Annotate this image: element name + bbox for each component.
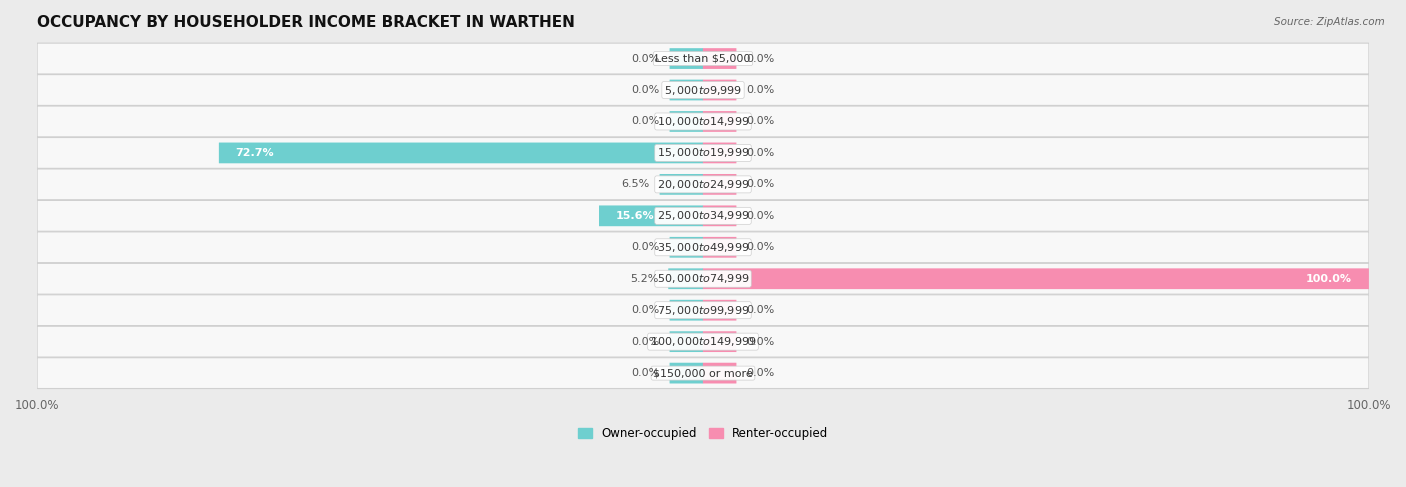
Text: 0.0%: 0.0% [631, 54, 659, 64]
FancyBboxPatch shape [37, 357, 1369, 389]
FancyBboxPatch shape [37, 137, 1369, 169]
FancyBboxPatch shape [669, 48, 703, 69]
FancyBboxPatch shape [37, 43, 1369, 74]
FancyBboxPatch shape [37, 232, 1369, 262]
Text: 0.0%: 0.0% [747, 116, 775, 127]
FancyBboxPatch shape [37, 326, 1369, 357]
FancyBboxPatch shape [599, 206, 703, 226]
Text: Source: ZipAtlas.com: Source: ZipAtlas.com [1274, 17, 1385, 27]
Text: 0.0%: 0.0% [747, 85, 775, 95]
Text: 6.5%: 6.5% [621, 179, 650, 189]
FancyBboxPatch shape [669, 237, 703, 258]
FancyBboxPatch shape [703, 143, 737, 163]
Text: 100.0%: 100.0% [1306, 274, 1353, 284]
FancyBboxPatch shape [703, 111, 737, 132]
FancyBboxPatch shape [37, 106, 1369, 137]
Text: 0.0%: 0.0% [631, 85, 659, 95]
Text: $20,000 to $24,999: $20,000 to $24,999 [657, 178, 749, 191]
Text: 0.0%: 0.0% [631, 305, 659, 315]
Text: 0.0%: 0.0% [747, 243, 775, 252]
Text: 0.0%: 0.0% [631, 116, 659, 127]
Legend: Owner-occupied, Renter-occupied: Owner-occupied, Renter-occupied [572, 422, 834, 445]
Text: $5,000 to $9,999: $5,000 to $9,999 [664, 83, 742, 96]
FancyBboxPatch shape [37, 169, 1369, 200]
Text: 0.0%: 0.0% [747, 305, 775, 315]
FancyBboxPatch shape [669, 111, 703, 132]
Text: 0.0%: 0.0% [747, 368, 775, 378]
Text: OCCUPANCY BY HOUSEHOLDER INCOME BRACKET IN WARTHEN: OCCUPANCY BY HOUSEHOLDER INCOME BRACKET … [37, 15, 575, 30]
Text: $10,000 to $14,999: $10,000 to $14,999 [657, 115, 749, 128]
Text: 0.0%: 0.0% [631, 337, 659, 347]
Text: $150,000 or more: $150,000 or more [654, 368, 752, 378]
Text: 15.6%: 15.6% [616, 211, 654, 221]
FancyBboxPatch shape [669, 331, 703, 352]
Text: 0.0%: 0.0% [747, 54, 775, 64]
Text: 0.0%: 0.0% [631, 243, 659, 252]
FancyBboxPatch shape [703, 331, 737, 352]
Text: 72.7%: 72.7% [236, 148, 274, 158]
Text: $25,000 to $34,999: $25,000 to $34,999 [657, 209, 749, 223]
FancyBboxPatch shape [703, 174, 737, 195]
FancyBboxPatch shape [37, 263, 1369, 294]
Text: $75,000 to $99,999: $75,000 to $99,999 [657, 304, 749, 317]
FancyBboxPatch shape [703, 237, 737, 258]
Text: 0.0%: 0.0% [747, 148, 775, 158]
FancyBboxPatch shape [669, 80, 703, 100]
FancyBboxPatch shape [659, 174, 703, 195]
Text: $15,000 to $19,999: $15,000 to $19,999 [657, 147, 749, 159]
FancyBboxPatch shape [37, 75, 1369, 105]
FancyBboxPatch shape [703, 48, 737, 69]
Text: $100,000 to $149,999: $100,000 to $149,999 [650, 335, 756, 348]
FancyBboxPatch shape [669, 363, 703, 383]
FancyBboxPatch shape [37, 295, 1369, 326]
FancyBboxPatch shape [703, 268, 1369, 289]
Text: Less than $5,000: Less than $5,000 [655, 54, 751, 64]
Text: $50,000 to $74,999: $50,000 to $74,999 [657, 272, 749, 285]
FancyBboxPatch shape [668, 268, 703, 289]
Text: 0.0%: 0.0% [631, 368, 659, 378]
Text: 0.0%: 0.0% [747, 211, 775, 221]
Text: 0.0%: 0.0% [747, 337, 775, 347]
Text: 0.0%: 0.0% [747, 179, 775, 189]
FancyBboxPatch shape [703, 363, 737, 383]
FancyBboxPatch shape [669, 300, 703, 320]
Text: $35,000 to $49,999: $35,000 to $49,999 [657, 241, 749, 254]
FancyBboxPatch shape [703, 206, 737, 226]
FancyBboxPatch shape [37, 201, 1369, 231]
FancyBboxPatch shape [703, 80, 737, 100]
FancyBboxPatch shape [219, 143, 703, 163]
Text: 5.2%: 5.2% [630, 274, 658, 284]
FancyBboxPatch shape [703, 300, 737, 320]
